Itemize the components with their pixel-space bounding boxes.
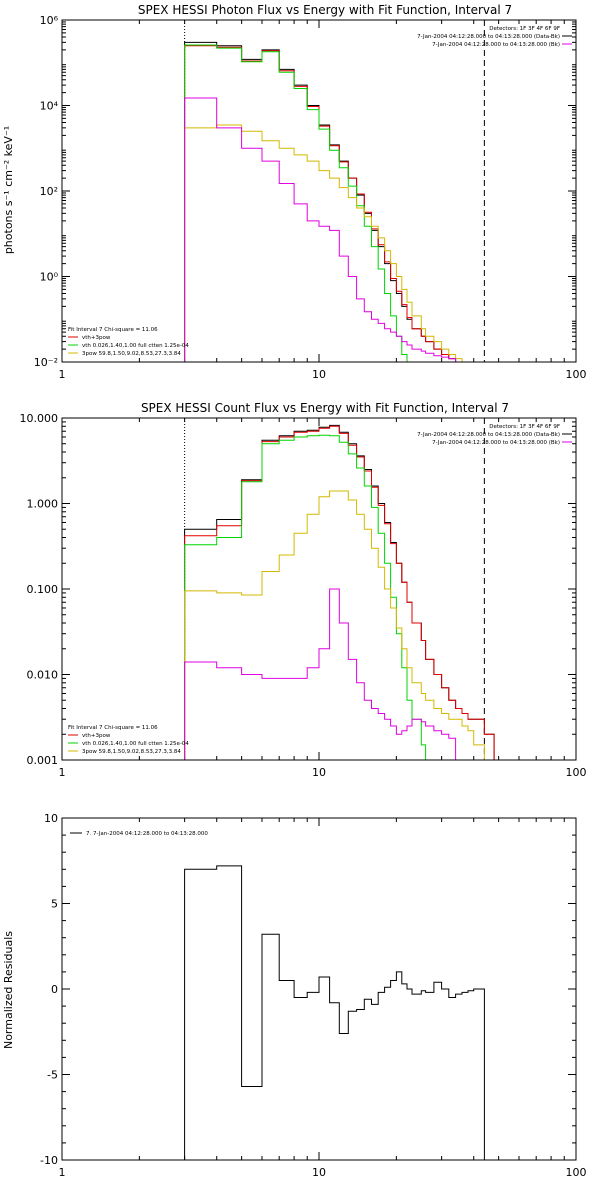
y-tick-label: 10⁰ — [40, 271, 59, 284]
x-tick-label: 100 — [566, 368, 587, 381]
panel-2-frame — [61, 417, 577, 761]
series-yellow-line — [184, 490, 503, 761]
fit-legend-3pow: 3pow 59.8,1.50,9.02,8.53,27.3,3.84 — [82, 749, 181, 755]
panel-1-ylabel: photons s⁻¹ cm⁻² keV⁻¹ — [2, 126, 15, 254]
legend-detectors: Detectors: 1F 3F 4F 6F 9F — [489, 424, 560, 430]
series-black-line — [184, 41, 462, 363]
panel-count-flux: SPEX HESSI Count Flux vs Energy with Fit… — [20, 401, 587, 779]
y-tick-label: 0.010 — [27, 669, 59, 682]
panel-3-ylabel: Normalized Residuals — [2, 931, 15, 1049]
y-tick-label: 10² — [40, 185, 58, 198]
y-tick-label: -10 — [40, 1154, 58, 1167]
panel-2-fit-legend: Fit Interval 7 Chi-square = 11.06 vth+3p… — [68, 725, 189, 755]
panel-1-fit-legend: Fit Interval 7 Chi-square = 11.06 vth+3p… — [68, 327, 189, 357]
y-tick-label: 10.000 — [20, 412, 59, 425]
x-tick-label: 100 — [566, 766, 587, 779]
fit-legend-total: vth+3pow — [82, 733, 111, 739]
x-tick-label: 1 — [59, 1166, 66, 1179]
y-tick-label: 10⁻² — [34, 356, 58, 369]
y-tick-label: -5 — [47, 1069, 58, 1082]
x-tick-label: 100 — [566, 1166, 587, 1179]
panel-1-title: SPEX HESSI Photon Flux vs Energy with Fi… — [138, 3, 512, 17]
legend-detectors: Detectors: 1F 3F 4F 6F 9F — [489, 26, 560, 32]
series-red-line — [184, 45, 462, 363]
x-tick-label: 10 — [312, 1166, 326, 1179]
y-tick-label: 0.100 — [27, 583, 59, 596]
legend-bk: 7-Jan-2004 04:12:28.000 to 04:13:28.000 … — [432, 42, 560, 48]
fit-legend-3pow: 3pow 59.8,1.50,9.02,8.53,27.3,3.84 — [82, 351, 181, 357]
x-tick-label: 10 — [312, 368, 326, 381]
series-magenta-line — [184, 97, 457, 362]
y-tick-label: 1.000 — [27, 498, 59, 511]
panel-2-title: SPEX HESSI Count Flux vs Energy with Fit… — [141, 401, 509, 415]
x-tick-label: 1 — [59, 368, 66, 381]
x-tick-label: 1 — [59, 766, 66, 779]
series-green-line — [184, 44, 408, 362]
panel-1-frame — [61, 19, 577, 363]
legend-residual: 7. 7-Jan-2004 04:12:28.000 to 04:13:28.0… — [86, 831, 208, 837]
series-green-line — [184, 434, 434, 761]
fit-legend-interval: Fit Interval 7 Chi-square = 11.06 — [68, 327, 158, 333]
series-black-line — [184, 865, 485, 1160]
panel-2-ticks: 1 10 100 0.001 0.010 0.100 1.000 10.000 — [20, 412, 587, 779]
panel-2-legend: Detectors: 1F 3F 4F 6F 9F 7-Jan-2004 04:… — [417, 424, 572, 446]
panel-1-series — [184, 20, 485, 363]
panel-3-series — [184, 865, 485, 1160]
series-yellow-line — [184, 124, 468, 363]
panel-3-frame — [61, 817, 577, 1161]
legend-data-bk: 7-Jan-2004 04:12:28.000 to 04:13:28.000 … — [417, 34, 560, 40]
fit-legend-vth: vth 0.026,1.40,1.00 full ctten 1.25e-04 — [82, 741, 189, 747]
fit-legend-total: vth+3pow — [82, 335, 111, 341]
fit-legend-interval: Fit Interval 7 Chi-square = 11.06 — [68, 725, 158, 731]
panel-1-ticks: 1 10 100 10⁻² 10⁰ 10² 10⁴ 10⁶ — [34, 14, 587, 381]
y-tick-label: 10⁴ — [40, 100, 59, 113]
fit-legend-vth: vth 0.026,1.40,1.00 full ctten 1.25e-04 — [82, 343, 189, 349]
panel-2-series — [184, 418, 503, 761]
panel-photon-flux: SPEX HESSI Photon Flux vs Energy with Fi… — [2, 3, 587, 381]
series-red-line — [184, 425, 503, 761]
y-tick-label: 5 — [51, 898, 58, 911]
y-tick-label: 0 — [51, 983, 58, 996]
panel-residuals: Normalized Residuals 1 10 100 -10 -5 0 5 10 7. … — [2, 812, 587, 1179]
y-tick-label: 10 — [44, 812, 58, 825]
panel-3-legend: 7. 7-Jan-2004 04:12:28.000 to 04:13:28.0… — [70, 831, 208, 837]
legend-bk: 7-Jan-2004 04:12:28.000 to 04:13:28.000 … — [432, 440, 560, 446]
y-tick-label: 0.001 — [27, 754, 59, 767]
y-tick-label: 10⁶ — [40, 14, 59, 27]
x-tick-label: 10 — [312, 766, 326, 779]
legend-data-bk: 7-Jan-2004 04:12:28.000 to 04:13:28.000 … — [417, 432, 560, 438]
panel-1-legend: Detectors: 1F 3F 4F 6F 9F 7-Jan-2004 04:… — [417, 26, 572, 48]
series-magenta-line — [184, 588, 457, 760]
panel-3-ticks: 1 10 100 -10 -5 0 5 10 — [40, 812, 586, 1179]
